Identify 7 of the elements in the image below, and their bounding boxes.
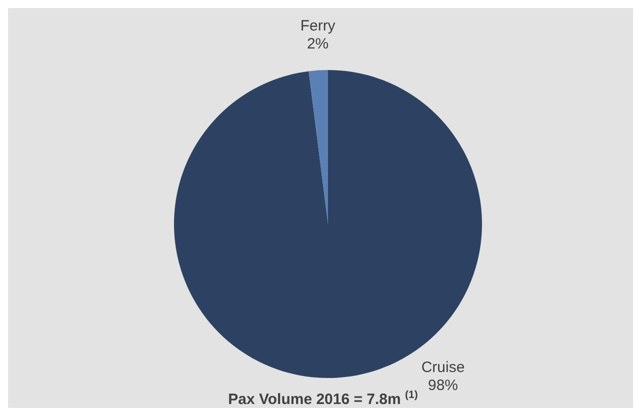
- data-label: 98%: [428, 377, 458, 394]
- text: Pax Volume 2016 = 7.8m $^{(1)}$: [228, 389, 418, 408]
- slice-label: Cruise: [421, 359, 465, 376]
- pie-slice: [174, 70, 482, 378]
- slice-label: Ferry: [300, 17, 336, 34]
- pie-slice: [308, 70, 328, 224]
- data-label: 2%: [306, 35, 329, 52]
